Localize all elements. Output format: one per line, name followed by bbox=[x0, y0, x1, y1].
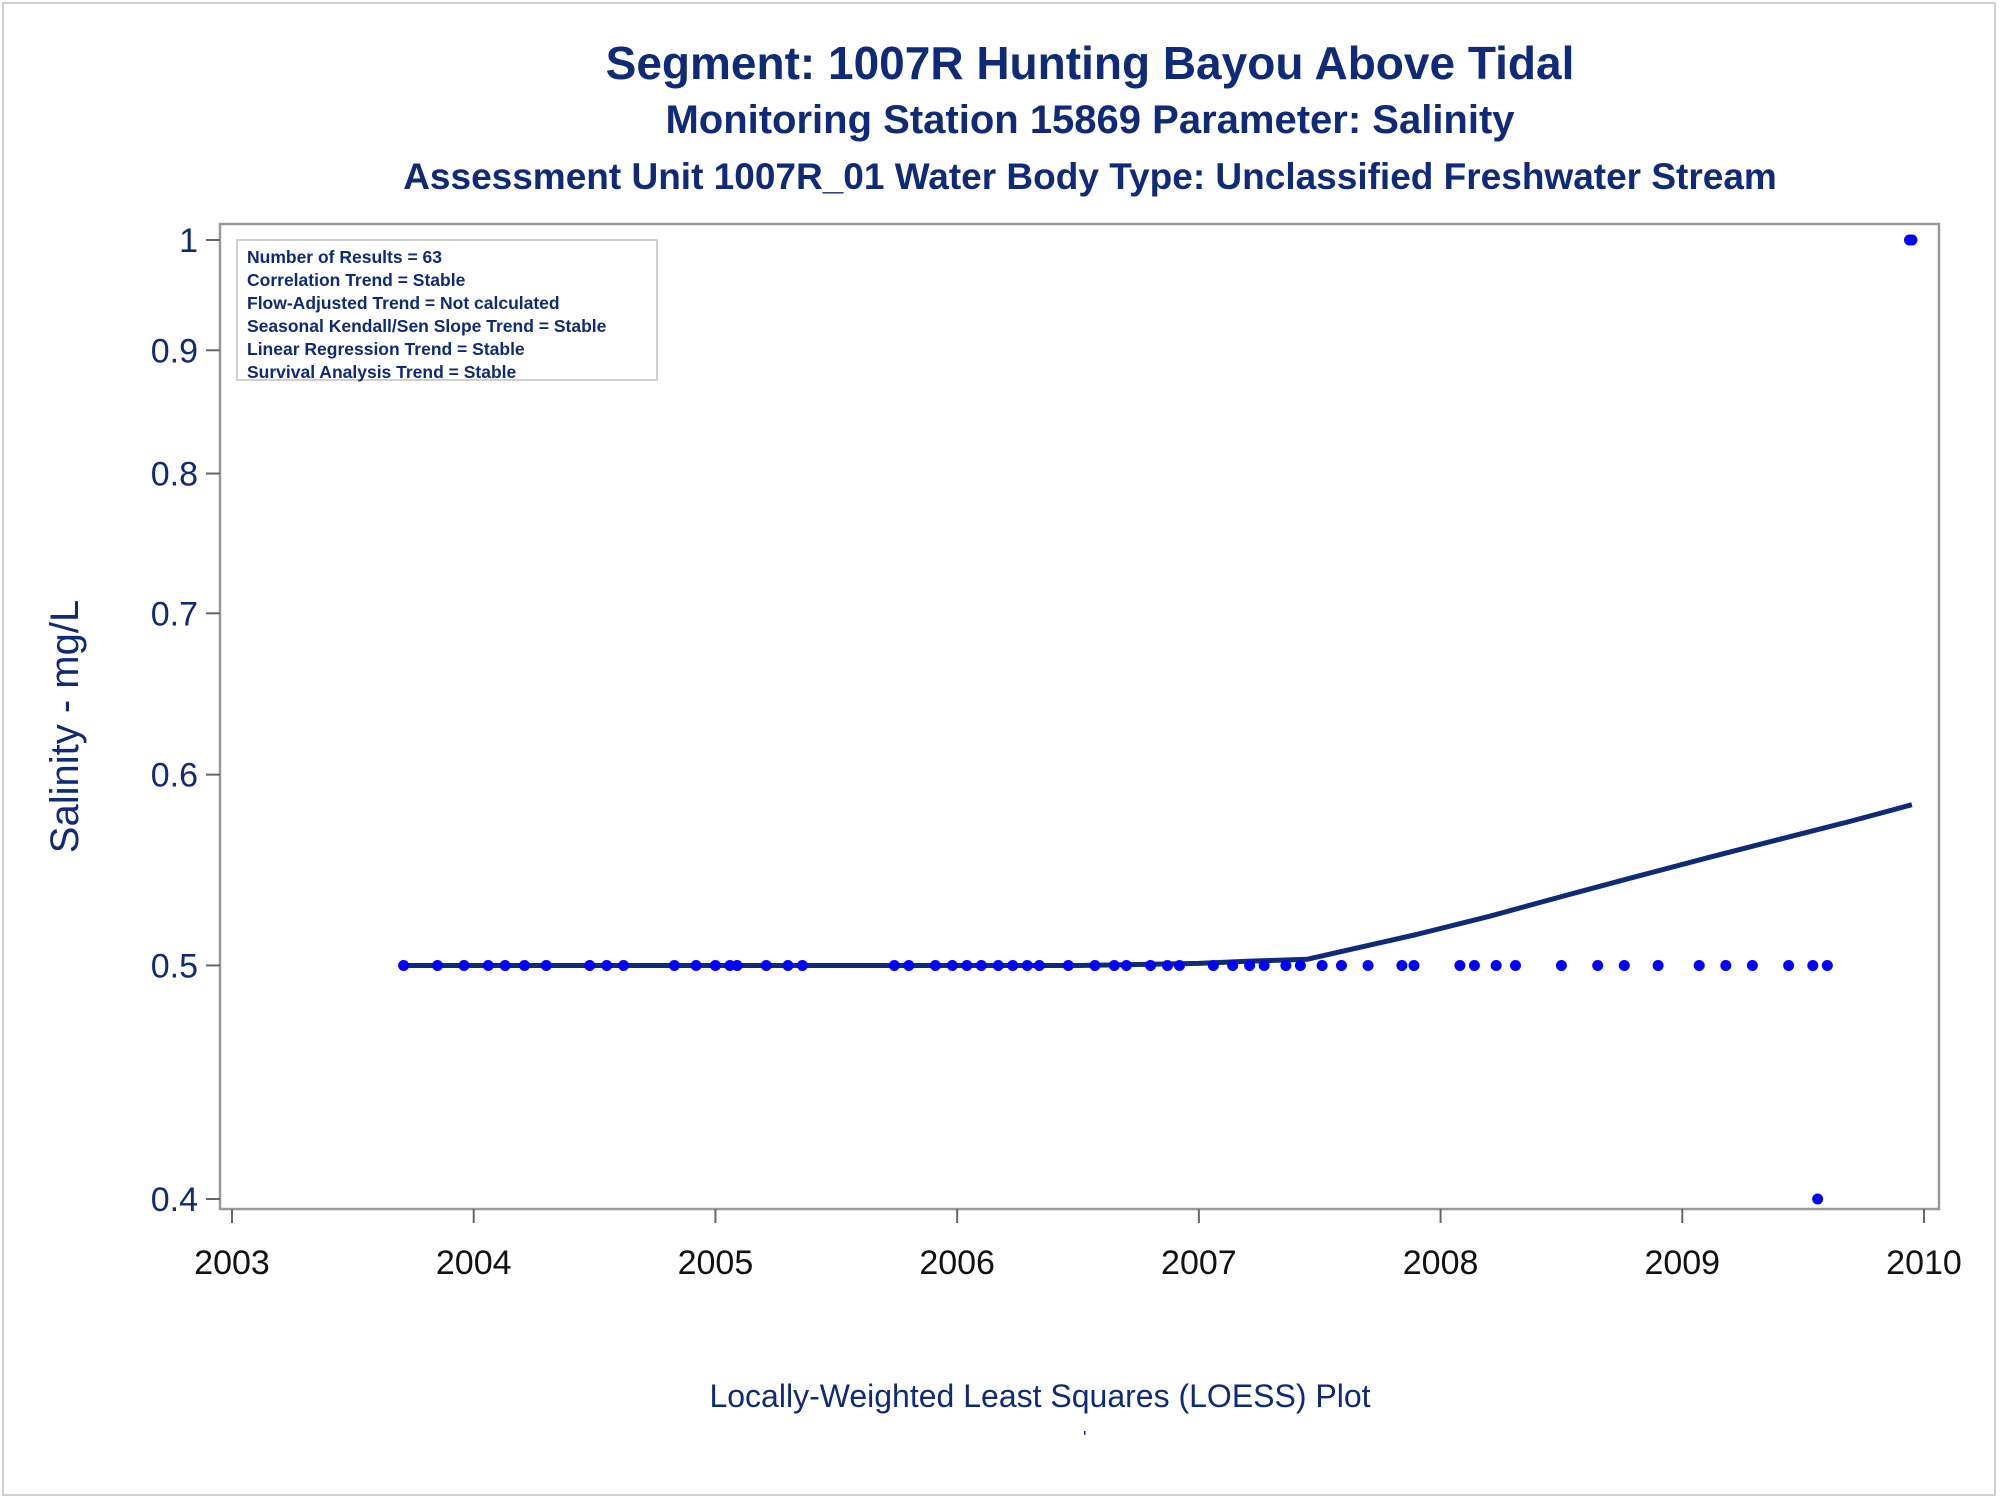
stats-line: Flow-Adjusted Trend = Not calculated bbox=[247, 293, 560, 313]
data-point bbox=[1089, 959, 1101, 971]
chart-subtitle: Monitoring Station 15869 Parameter: Sali… bbox=[665, 98, 1515, 142]
data-point bbox=[929, 959, 941, 971]
data-point bbox=[1807, 959, 1819, 971]
data-point bbox=[499, 959, 511, 971]
data-point bbox=[1207, 959, 1219, 971]
data-point bbox=[1720, 959, 1732, 971]
data-point bbox=[1408, 959, 1420, 971]
data-point bbox=[458, 959, 470, 971]
data-point bbox=[709, 959, 721, 971]
data-point bbox=[731, 959, 743, 971]
data-point bbox=[1812, 1193, 1824, 1205]
data-point bbox=[1316, 959, 1328, 971]
data-point bbox=[1783, 959, 1795, 971]
data-point bbox=[1335, 959, 1347, 971]
stats-line: Seasonal Kendall/Sen Slope Trend = Stabl… bbox=[247, 316, 607, 336]
data-point bbox=[1258, 959, 1270, 971]
data-point bbox=[398, 959, 410, 971]
data-point bbox=[1490, 959, 1502, 971]
data-point bbox=[1555, 959, 1567, 971]
x-tick-label: 2010 bbox=[1886, 1244, 1962, 1282]
plot-frame bbox=[218, 222, 1941, 1211]
data-point bbox=[1821, 959, 1833, 971]
y-tick-label: 0.7 bbox=[151, 595, 198, 633]
stats-line: Linear Regression Trend = Stable bbox=[247, 339, 525, 359]
data-point bbox=[946, 959, 958, 971]
stats-legend-box: Number of Results = 63 Correlation Trend… bbox=[236, 239, 658, 382]
data-point bbox=[1618, 959, 1630, 971]
data-point bbox=[1062, 959, 1074, 971]
data-point bbox=[796, 959, 808, 971]
data-point bbox=[1120, 959, 1132, 971]
x-tick-label: 2009 bbox=[1644, 1244, 1720, 1282]
data-point bbox=[1396, 959, 1408, 971]
data-point bbox=[1244, 959, 1256, 971]
x-tick-label: 2003 bbox=[194, 1244, 270, 1282]
data-point bbox=[1454, 959, 1466, 971]
data-point bbox=[961, 959, 973, 971]
y-tick-label: 0.9 bbox=[151, 332, 198, 370]
y-tick-label: 0.4 bbox=[151, 1181, 198, 1219]
data-point bbox=[1362, 959, 1374, 971]
data-point bbox=[992, 959, 1004, 971]
data-point bbox=[1227, 959, 1239, 971]
data-point bbox=[540, 959, 552, 971]
data-point bbox=[1145, 959, 1157, 971]
stats-line: Number of Results = 63 bbox=[247, 247, 442, 267]
x-tick-label: 2007 bbox=[1161, 1244, 1237, 1282]
y-tick-label: 0.8 bbox=[151, 456, 198, 494]
x-tick-label: 2005 bbox=[678, 1244, 754, 1282]
data-point bbox=[618, 959, 630, 971]
data-point bbox=[1510, 959, 1522, 971]
data-point bbox=[1294, 959, 1306, 971]
data-point bbox=[431, 959, 443, 971]
y-axis-label: Salinity - mg/L bbox=[43, 600, 87, 853]
chart-footnote: Locally-Weighted Least Squares (LOESS) P… bbox=[709, 1378, 1371, 1414]
y-tick-label: 1 bbox=[179, 222, 198, 260]
data-point bbox=[668, 959, 680, 971]
data-point bbox=[760, 959, 772, 971]
data-point bbox=[1280, 959, 1292, 971]
data-point bbox=[1007, 959, 1019, 971]
data-point bbox=[518, 959, 530, 971]
data-point bbox=[1161, 959, 1173, 971]
data-point bbox=[601, 959, 613, 971]
data-point bbox=[1108, 959, 1120, 971]
chart-subtitle-2: Assessment Unit 1007R_01 Water Body Type… bbox=[403, 156, 1777, 197]
data-point bbox=[1021, 959, 1033, 971]
data-point bbox=[482, 959, 494, 971]
x-tick-label: 2008 bbox=[1403, 1244, 1479, 1282]
data-point bbox=[584, 959, 596, 971]
data-point bbox=[888, 959, 900, 971]
y-tick-label: 0.5 bbox=[151, 947, 198, 985]
stats-line: Correlation Trend = Stable bbox=[247, 270, 466, 290]
data-point bbox=[975, 959, 987, 971]
x-tick-label: 2006 bbox=[919, 1244, 995, 1282]
data-point bbox=[1652, 959, 1664, 971]
data-point bbox=[1468, 959, 1480, 971]
footnote-mark: ' bbox=[1083, 1428, 1087, 1448]
chart-title: Segment: 1007R Hunting Bayou Above Tidal bbox=[605, 37, 1575, 89]
data-point bbox=[1592, 959, 1604, 971]
data-point bbox=[1693, 959, 1705, 971]
data-point bbox=[690, 959, 702, 971]
data-point bbox=[1033, 959, 1045, 971]
loess-trend-line bbox=[403, 802, 1913, 968]
x-tick-label: 2004 bbox=[436, 1244, 512, 1282]
stats-line: Survival Analysis Trend = Stable bbox=[247, 362, 517, 382]
data-point bbox=[1746, 959, 1758, 971]
data-point bbox=[1174, 959, 1186, 971]
y-tick-label: 0.6 bbox=[151, 757, 198, 795]
data-point bbox=[782, 959, 794, 971]
data-point bbox=[1906, 234, 1918, 246]
data-point bbox=[903, 959, 915, 971]
